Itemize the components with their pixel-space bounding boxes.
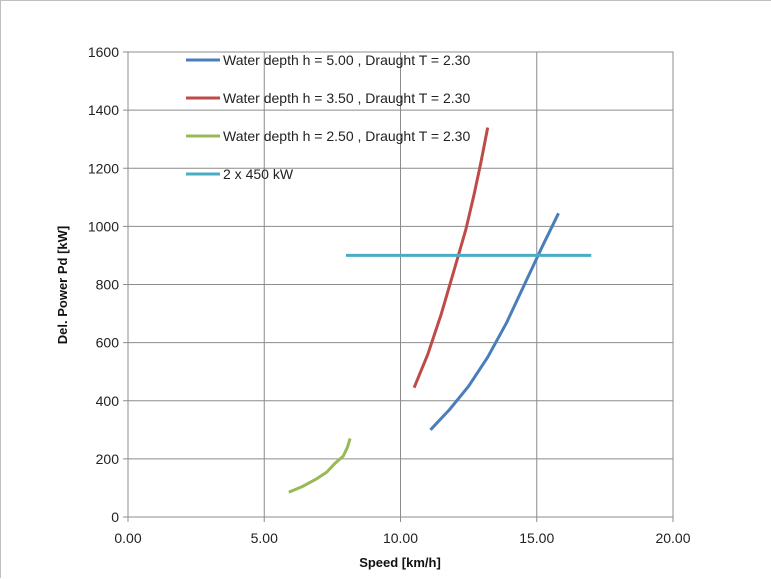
legend-label-4: 2 x 450 kW (223, 166, 294, 182)
x-axis-title: Speed [km/h] (359, 555, 441, 570)
series-line-2 (412, 127, 490, 389)
series-lines (288, 127, 592, 494)
tick-labels: 0 200 400 600 800 1000 1200 1400 1600 0.00 5.00 10.… (88, 44, 691, 546)
y-tick-label: 1000 (88, 218, 119, 234)
x-tick-label: 20.00 (655, 530, 690, 546)
y-tick-label: 200 (96, 451, 120, 467)
y-tick-label: 1600 (88, 44, 119, 60)
plot-area-border (127, 51, 674, 518)
grid (123, 51, 674, 522)
y-tick-label: 400 (96, 393, 120, 409)
y-tick-label: 800 (96, 277, 120, 293)
series-line-3 (288, 438, 352, 494)
legend-label-3: Water depth h = 2.50 , Draught T = 2.30 (223, 128, 470, 144)
y-tick-label: 600 (96, 335, 120, 351)
y-tick-label: 0 (111, 509, 119, 525)
x-tick-label: 5.00 (251, 530, 278, 546)
legend-label-1: Water depth h = 5.00 , Draught T = 2.30 (223, 52, 470, 68)
legend: Water depth h = 5.00 , Draught T = 2.30 W… (186, 52, 470, 182)
x-tick-label: 15.00 (519, 530, 554, 546)
x-tick-label: 10.00 (383, 530, 418, 546)
x-tick-label: 0.00 (114, 530, 141, 546)
y-tick-label: 1200 (88, 160, 119, 176)
legend-label-2: Water depth h = 3.50 , Draught T = 2.30 (223, 90, 470, 106)
y-tick-label: 1400 (88, 102, 119, 118)
y-axis-title: Del. Power Pd [kW] (55, 226, 70, 344)
series-line-1 (429, 212, 560, 431)
